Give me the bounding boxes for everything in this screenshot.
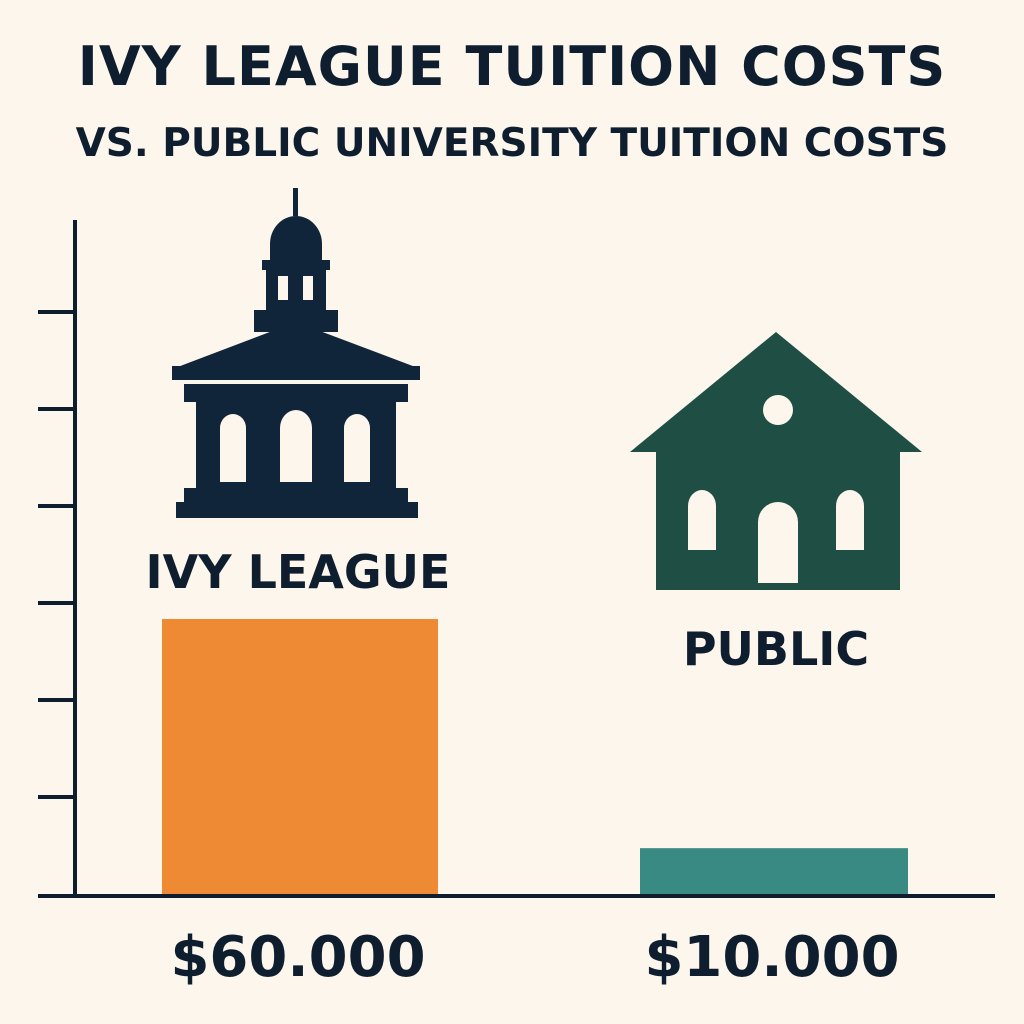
category-label-public: PUBLIC [683,622,869,676]
y-axis-ticks [38,310,75,799]
value-label-public: $10.000 [644,925,899,990]
category-label-ivy-league: IVY LEAGUE [146,545,451,599]
value-label-ivy-league: $60.000 [170,925,425,990]
chart-title: IVY LEAGUE TUITION COSTS [77,35,947,98]
bar-ivy-league [162,619,438,894]
public-school-house-icon [630,332,922,590]
bar-public [640,848,908,894]
chart-subtitle: VS. PUBLIC UNIVERSITY TUITION COSTS [75,121,949,166]
ivy-league-building-icon [172,188,420,518]
